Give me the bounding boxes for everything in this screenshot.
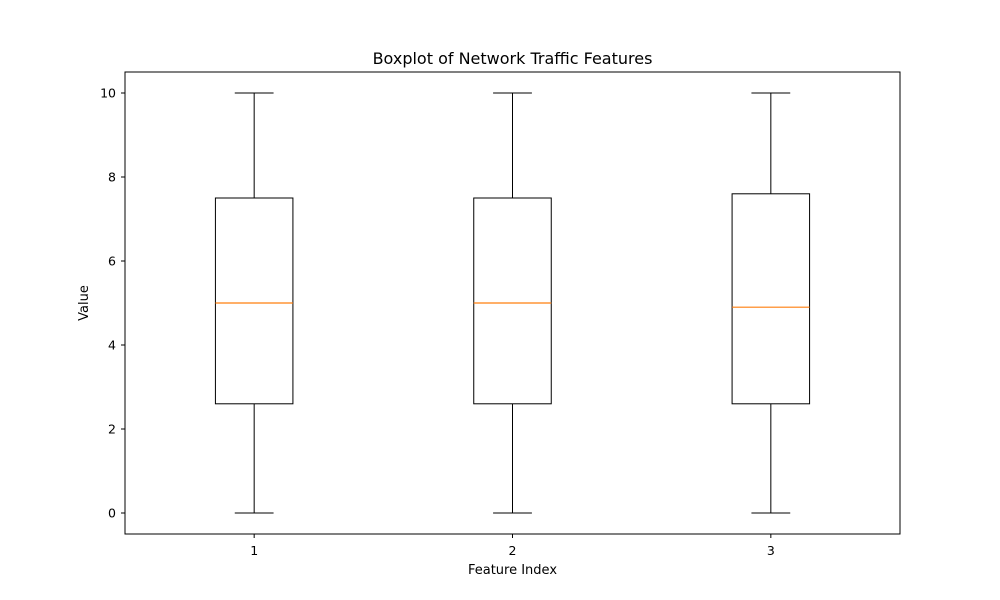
x-tick-label: 2 <box>509 543 517 558</box>
iqr-box <box>731 193 811 405</box>
y-axis: 0 2 4 6 8 10 <box>100 86 125 521</box>
x-axis-label: Feature Index <box>468 563 557 578</box>
y-tick-label: 0 <box>108 506 116 521</box>
box-3 <box>731 92 811 514</box>
y-tick-label: 8 <box>108 170 116 185</box>
x-tick-label: 1 <box>250 543 258 558</box>
iqr-box <box>214 197 294 405</box>
y-axis-label: Value <box>77 285 92 321</box>
chart-title: Boxplot of Network Traffic Features <box>373 49 653 68</box>
y-tick-label: 4 <box>108 338 116 353</box>
y-tick-label: 6 <box>108 254 116 269</box>
box-1 <box>214 92 294 514</box>
box-series <box>214 92 811 514</box>
x-tick-label: 3 <box>767 543 775 558</box>
y-tick-label: 2 <box>108 422 116 437</box>
y-tick-label: 10 <box>100 86 116 101</box>
iqr-box <box>473 197 552 405</box>
box-2 <box>473 92 552 514</box>
x-axis: 1 2 3 <box>250 534 775 558</box>
